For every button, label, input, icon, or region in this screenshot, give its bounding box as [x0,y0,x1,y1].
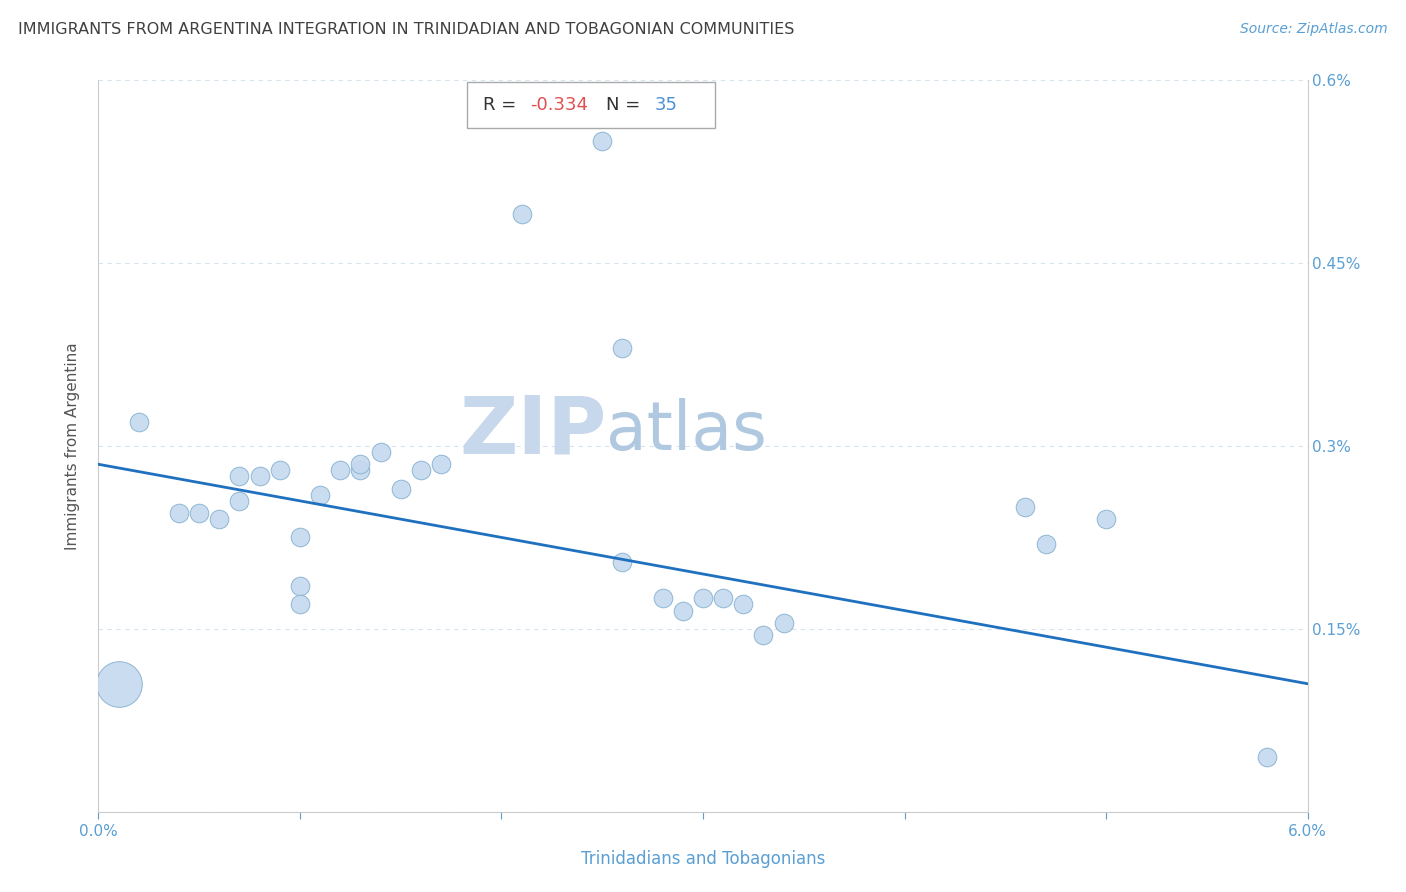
Point [1035,536,1057,550]
Point [409,463,432,477]
Text: IMMIGRANTS FROM ARGENTINA INTEGRATION IN TRINIDADIAN AND TOBAGONIAN COMMUNITIES: IMMIGRANTS FROM ARGENTINA INTEGRATION IN… [18,22,794,37]
Point [128,415,150,429]
Point [228,469,250,483]
Point [612,342,634,356]
Point [711,591,734,606]
Point [349,457,371,471]
Point [389,482,412,496]
Point [349,463,371,477]
Text: Source: ZipAtlas.com: Source: ZipAtlas.com [1240,22,1388,37]
Point [733,598,755,612]
FancyBboxPatch shape [467,82,716,128]
Point [1014,500,1036,514]
Point [288,598,311,612]
Point [510,207,533,221]
Point [752,628,775,642]
Point [612,555,634,569]
Point [329,463,352,477]
Text: -0.334: -0.334 [530,96,588,114]
Point [651,591,673,606]
Point [228,494,250,508]
Point [167,506,190,520]
Text: ZIP: ZIP [458,392,606,470]
Point [672,603,695,617]
Point [107,676,129,690]
Text: N =: N = [606,96,647,114]
Point [370,445,392,459]
Text: atlas: atlas [606,399,768,465]
X-axis label: Trinidadians and Tobagonians: Trinidadians and Tobagonians [581,850,825,868]
Text: R =: R = [482,96,522,114]
Point [772,615,794,630]
Point [692,591,714,606]
Point [288,579,311,593]
Point [269,463,291,477]
Text: 35: 35 [655,96,678,114]
Point [208,512,231,526]
Point [430,457,453,471]
Point [591,134,613,148]
Point [309,488,332,502]
Point [288,530,311,544]
Point [188,506,211,520]
Point [1256,749,1278,764]
Point [1095,512,1118,526]
Y-axis label: Immigrants from Argentina: Immigrants from Argentina [65,343,80,549]
Point [249,469,271,483]
